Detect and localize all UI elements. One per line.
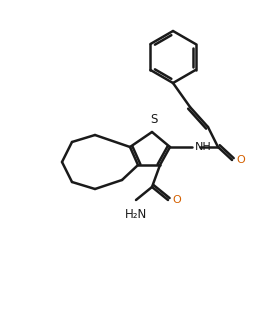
- Text: O: O: [172, 195, 181, 205]
- Text: H₂N: H₂N: [125, 208, 147, 221]
- Text: NH: NH: [195, 142, 212, 152]
- Text: O: O: [236, 155, 245, 165]
- Text: S: S: [150, 113, 158, 126]
